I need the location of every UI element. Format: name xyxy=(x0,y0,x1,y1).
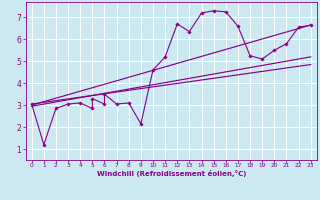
X-axis label: Windchill (Refroidissement éolien,°C): Windchill (Refroidissement éolien,°C) xyxy=(97,170,246,177)
